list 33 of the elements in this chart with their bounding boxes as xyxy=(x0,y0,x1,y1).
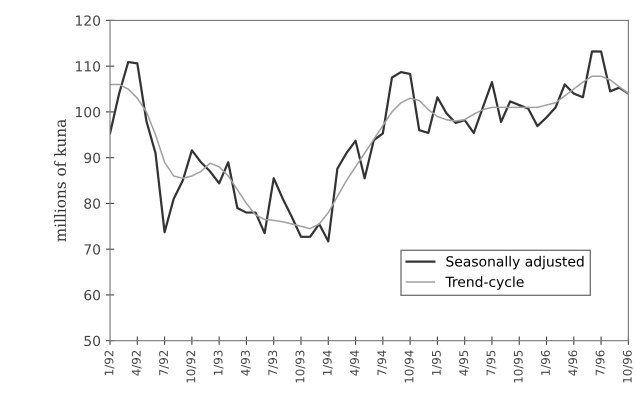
line-series xyxy=(110,50,628,243)
x-tick-label: 10/96 xyxy=(622,350,633,382)
y-tick-label: 50 xyxy=(84,336,100,346)
y-tick-label: 80 xyxy=(84,198,100,209)
y-tick-label: 60 xyxy=(84,290,100,300)
x-tick-label: 1/92 xyxy=(104,350,114,375)
y-tick-label: 70 xyxy=(84,244,100,255)
y-tick-label: 100 xyxy=(76,106,100,118)
x-tick-label: 10/93 xyxy=(295,350,306,382)
x-tick-label: 4/96 xyxy=(568,350,578,376)
x-tick-label: 7/95 xyxy=(486,350,496,376)
y-axis-title: millions of kuna xyxy=(54,119,66,242)
x-tick-label: 10/92 xyxy=(186,350,196,382)
x-tick-label: 1/95 xyxy=(432,350,442,375)
x-tick-label: 4/93 xyxy=(240,350,251,376)
x-tick-label: 7/96 xyxy=(596,350,606,376)
x-tick-label: 7/94 xyxy=(377,350,388,376)
x-tick-label: 4/95 xyxy=(459,350,470,376)
legend-label: Seasonally adjusted xyxy=(446,256,584,270)
x-tick-label: 1/93 xyxy=(214,350,224,375)
x-tick-label: 4/92 xyxy=(132,350,142,376)
x-tick-label: 4/94 xyxy=(350,350,360,376)
line-series xyxy=(110,75,628,230)
x-tick-label: 10/95 xyxy=(514,350,524,382)
x-tick-label: 10/94 xyxy=(404,350,414,382)
x-tick-label: 7/92 xyxy=(159,350,169,376)
x-tick-label: 1/96 xyxy=(541,350,551,375)
y-tick-label: 90 xyxy=(84,152,100,164)
x-tick-label: 7/93 xyxy=(268,350,278,376)
x-tick-label: 1/94 xyxy=(322,350,333,375)
legend-label: Trend-cycle xyxy=(445,276,524,290)
y-tick-label: 110 xyxy=(76,61,100,72)
y-tick-label: 120 xyxy=(76,15,100,26)
